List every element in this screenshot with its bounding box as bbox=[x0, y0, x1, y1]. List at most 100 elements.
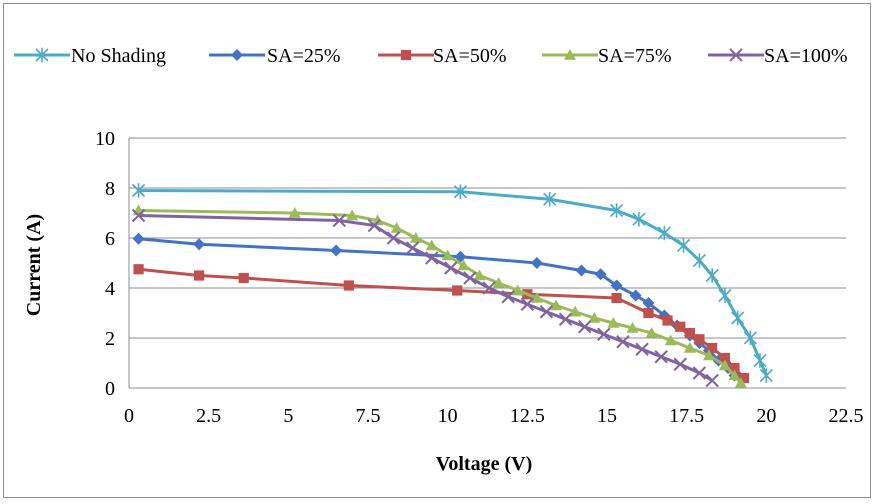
data-point bbox=[743, 330, 757, 346]
x-tick-label: 10 bbox=[438, 405, 458, 427]
data-point bbox=[635, 342, 649, 356]
legend-marker bbox=[564, 49, 576, 60]
data-point bbox=[501, 290, 515, 304]
data-point bbox=[629, 289, 642, 302]
data-point bbox=[238, 272, 249, 284]
legend-label: SA=50% bbox=[433, 45, 507, 67]
data-point bbox=[131, 208, 146, 223]
data-point bbox=[657, 225, 671, 241]
data-point bbox=[575, 264, 588, 277]
x-tick-label: 5 bbox=[283, 405, 293, 427]
x-tick-label: 0 bbox=[124, 405, 134, 427]
data-point bbox=[654, 350, 668, 364]
data-point bbox=[371, 214, 384, 226]
series-4 bbox=[131, 208, 719, 388]
axes bbox=[128, 138, 846, 389]
legend: No Shading SA=25% SA=50% SA=75% SA=100% bbox=[14, 45, 848, 67]
series-3 bbox=[132, 204, 747, 388]
x-tick-label: 7.5 bbox=[356, 405, 381, 427]
data-point bbox=[729, 362, 740, 374]
data-point bbox=[425, 239, 438, 251]
data-point bbox=[707, 342, 718, 354]
data-point bbox=[473, 269, 486, 281]
data-point bbox=[367, 218, 382, 233]
y-axis-title: Current (A) bbox=[23, 214, 45, 316]
data-point bbox=[684, 327, 695, 339]
data-point bbox=[193, 238, 206, 251]
x-tick-label: 12.5 bbox=[510, 405, 545, 427]
data-point bbox=[702, 349, 715, 361]
legend-label: SA=75% bbox=[598, 45, 672, 67]
legend-marker bbox=[400, 49, 412, 61]
data-point bbox=[194, 270, 205, 281]
data-point bbox=[675, 321, 686, 332]
data-point bbox=[692, 253, 706, 268]
data-point bbox=[577, 320, 592, 334]
series-1 bbox=[132, 232, 741, 382]
data-point bbox=[643, 307, 654, 319]
y-tick-label: 10 bbox=[95, 128, 115, 150]
legend-marker bbox=[35, 47, 49, 63]
data-point bbox=[705, 373, 719, 388]
data-point bbox=[759, 368, 773, 383]
data-point bbox=[530, 257, 543, 269]
legend-marker bbox=[729, 48, 743, 62]
data-point bbox=[738, 372, 750, 384]
data-point bbox=[753, 353, 767, 368]
data-point bbox=[131, 183, 146, 198]
data-point bbox=[441, 249, 454, 261]
data-point bbox=[626, 322, 639, 333]
data-point bbox=[558, 312, 573, 326]
data-point bbox=[530, 292, 543, 303]
data-point bbox=[288, 207, 301, 218]
data-point bbox=[662, 315, 673, 326]
data-point bbox=[642, 297, 655, 309]
data-point bbox=[386, 231, 401, 245]
y-tick-label: 4 bbox=[105, 278, 115, 300]
series-line bbox=[138, 267, 746, 380]
data-point bbox=[734, 377, 747, 388]
x-axis-title: Voltage (V) bbox=[436, 453, 532, 475]
data-point bbox=[611, 292, 622, 304]
data-point bbox=[453, 184, 467, 199]
data-point bbox=[728, 369, 741, 381]
data-point bbox=[731, 310, 745, 326]
y-tick-label: 0 bbox=[105, 378, 115, 400]
data-point bbox=[452, 285, 463, 296]
data-point bbox=[409, 232, 422, 243]
data-point bbox=[597, 327, 611, 341]
data-point bbox=[543, 192, 557, 207]
y-tick-label: 6 bbox=[105, 228, 115, 250]
data-point bbox=[694, 334, 705, 345]
legend-item: SA=50% bbox=[378, 45, 507, 67]
grid-lines bbox=[129, 137, 846, 339]
series-0 bbox=[131, 183, 773, 383]
data-point bbox=[539, 305, 554, 319]
series-line bbox=[138, 189, 768, 377]
x-tick-label: 15 bbox=[597, 405, 617, 427]
tick-labels: 0 2 4 6 8 10 0 2.5 5 7.5 10 12.5 15 17.5 20 22.5 bbox=[95, 128, 864, 427]
y-tick-label: 8 bbox=[105, 178, 115, 200]
series-layer bbox=[131, 183, 773, 388]
data-point bbox=[511, 284, 524, 296]
data-point bbox=[425, 251, 439, 265]
legend-item: SA=100% bbox=[708, 45, 848, 67]
data-point bbox=[718, 359, 731, 371]
series-2 bbox=[133, 264, 750, 384]
data-point bbox=[645, 327, 658, 338]
data-point bbox=[676, 238, 691, 253]
data-point bbox=[692, 366, 707, 380]
legend-label: No Shading bbox=[71, 45, 166, 67]
data-point bbox=[616, 335, 630, 349]
data-point bbox=[457, 259, 470, 271]
data-point bbox=[520, 297, 535, 311]
data-point bbox=[346, 209, 359, 221]
data-point bbox=[454, 250, 467, 263]
data-point bbox=[673, 357, 688, 371]
data-point bbox=[463, 271, 477, 285]
legend-item: SA=75% bbox=[542, 45, 672, 67]
data-point bbox=[594, 268, 607, 281]
x-tick-label: 2.5 bbox=[196, 405, 221, 427]
data-point bbox=[332, 213, 347, 228]
